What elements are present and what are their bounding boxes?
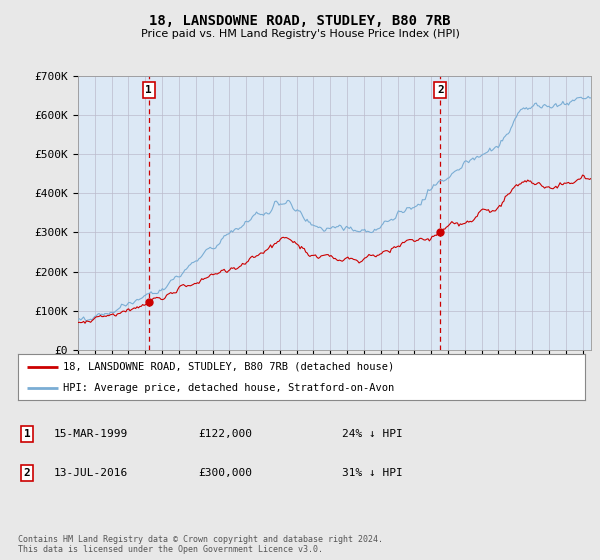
Text: 15-MAR-1999: 15-MAR-1999 [54,429,128,439]
Text: 31% ↓ HPI: 31% ↓ HPI [342,468,403,478]
Text: 18, LANSDOWNE ROAD, STUDLEY, B80 7RB: 18, LANSDOWNE ROAD, STUDLEY, B80 7RB [149,14,451,28]
Text: Contains HM Land Registry data © Crown copyright and database right 2024.
This d: Contains HM Land Registry data © Crown c… [18,535,383,554]
Text: 2: 2 [23,468,31,478]
Text: 1: 1 [145,85,152,95]
Text: 18, LANSDOWNE ROAD, STUDLEY, B80 7RB (detached house): 18, LANSDOWNE ROAD, STUDLEY, B80 7RB (de… [64,362,395,372]
Text: Price paid vs. HM Land Registry's House Price Index (HPI): Price paid vs. HM Land Registry's House … [140,29,460,39]
Text: 13-JUL-2016: 13-JUL-2016 [54,468,128,478]
Text: 1: 1 [23,429,31,439]
Text: 24% ↓ HPI: 24% ↓ HPI [342,429,403,439]
Text: 2: 2 [437,85,443,95]
Text: HPI: Average price, detached house, Stratford-on-Avon: HPI: Average price, detached house, Stra… [64,383,395,393]
Text: £122,000: £122,000 [198,429,252,439]
Text: £300,000: £300,000 [198,468,252,478]
